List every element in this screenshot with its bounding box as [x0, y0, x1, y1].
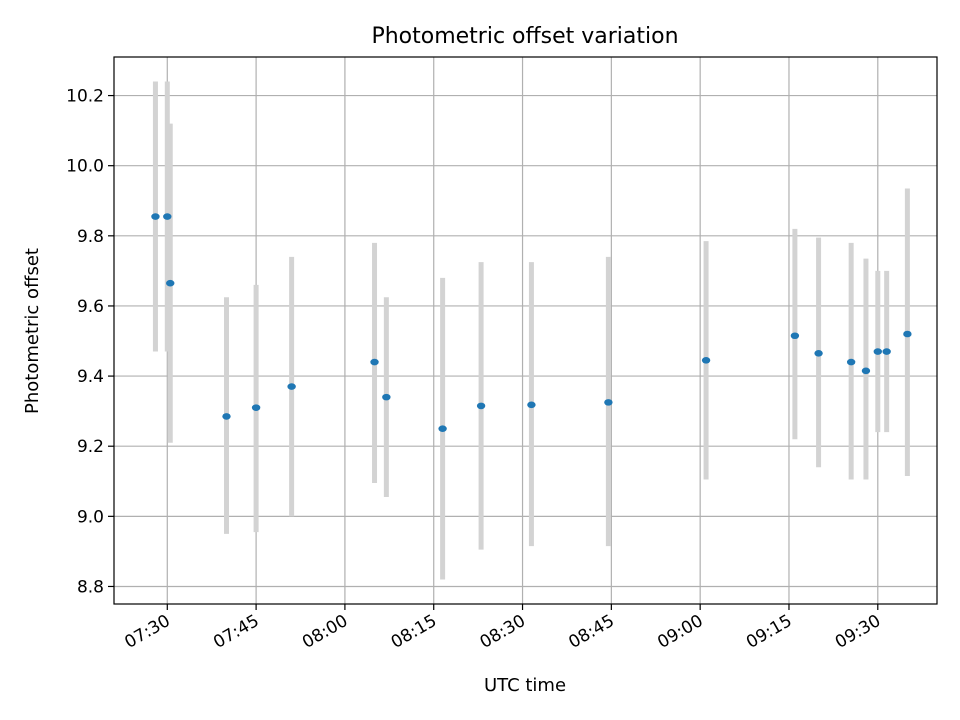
y-axis-label: Photometric offset — [22, 248, 43, 414]
data-point — [166, 279, 175, 287]
x-tick-label: 08:45 — [565, 611, 617, 653]
data-point — [604, 399, 613, 406]
x-axis-ticks: 07:30 07:45 08:00 08:15 08:30 08:45 09:00 09:15… — [121, 604, 884, 653]
data-point — [382, 393, 391, 401]
data-point — [438, 425, 447, 432]
x-tick-label: 09:15 — [743, 611, 795, 653]
data-point — [814, 349, 823, 357]
x-axis-label: UTC time — [484, 675, 566, 696]
data-point — [370, 358, 379, 366]
y-tick-label: 9.2 — [77, 437, 104, 457]
x-tick-label: 07:30 — [121, 611, 173, 653]
data-point — [861, 367, 871, 375]
y-tick-label: 10.2 — [66, 87, 104, 107]
x-tick-label: 08:00 — [299, 611, 351, 653]
data-point — [163, 213, 172, 220]
y-tick-label: 9.4 — [77, 367, 104, 387]
grid-lines — [114, 57, 937, 604]
x-tick-label: 07:45 — [210, 611, 262, 653]
chart-title: Photometric offset variation — [371, 24, 678, 49]
y-tick-label: 8.8 — [77, 577, 104, 597]
x-tick-label: 08:15 — [388, 611, 440, 653]
data-point — [222, 413, 231, 420]
data-point — [527, 401, 536, 409]
y-tick-label: 9.8 — [77, 227, 104, 247]
x-tick-label: 09:30 — [832, 611, 884, 653]
x-tick-label: 09:00 — [654, 611, 706, 653]
data-point — [846, 358, 856, 366]
y-axis-ticks: 8.8 9.0 9.2 9.4 9.6 9.8 10.0 10.2 — [66, 87, 114, 597]
plot-frame — [113, 56, 938, 605]
data-point — [903, 330, 912, 338]
data-point — [873, 348, 882, 355]
y-tick-label: 9.0 — [77, 507, 104, 527]
y-tick-label: 9.6 — [77, 297, 104, 317]
data-points — [151, 213, 912, 432]
data-point — [151, 213, 160, 220]
error-bars — [152, 81, 910, 580]
data-point — [882, 348, 891, 355]
data-point — [701, 357, 711, 364]
data-point — [476, 402, 486, 410]
y-tick-label: 10.0 — [66, 157, 104, 177]
x-tick-label: 08:30 — [477, 611, 529, 653]
data-point — [251, 404, 261, 411]
data-point — [790, 332, 800, 340]
data-point — [287, 383, 296, 390]
